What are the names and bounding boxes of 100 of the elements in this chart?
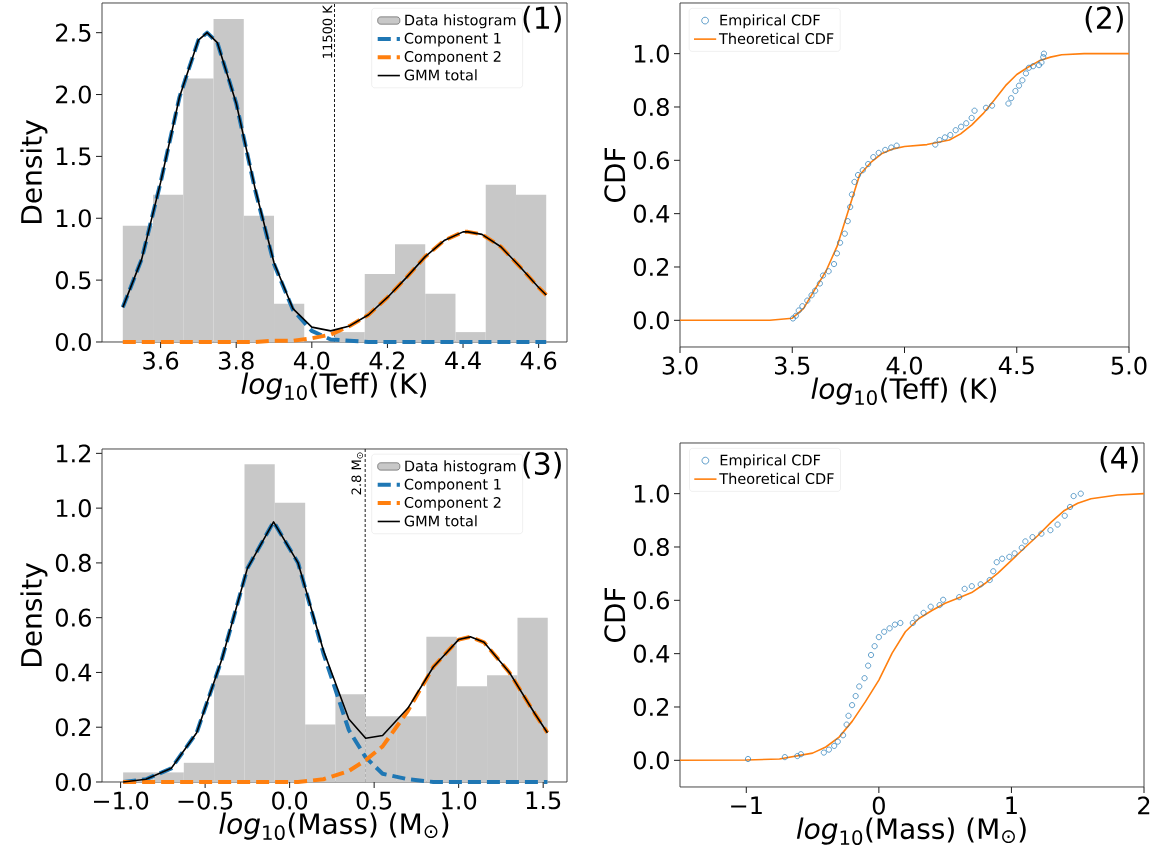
point <box>844 218 851 225</box>
point <box>886 625 893 632</box>
x-tick-label: −1.0 <box>94 791 149 810</box>
point <box>870 154 877 161</box>
line-series <box>679 52 1130 322</box>
point <box>781 754 788 761</box>
point <box>831 742 838 749</box>
point <box>932 141 939 148</box>
point <box>1012 88 1019 94</box>
point <box>1016 82 1022 89</box>
point <box>1030 63 1037 70</box>
x-tick-label: 1 <box>1006 796 1017 815</box>
point <box>808 292 815 299</box>
point <box>941 134 948 141</box>
point <box>989 102 996 109</box>
x-tick-label: 4.4 <box>445 351 481 370</box>
y-axis-title: CDF <box>604 588 626 643</box>
point <box>940 596 947 603</box>
y-tick-label: 0.6 <box>633 151 669 170</box>
point <box>983 104 989 111</box>
y-tick-label: 0.2 <box>633 257 669 277</box>
point <box>963 120 970 127</box>
point <box>794 753 801 759</box>
point <box>804 297 811 304</box>
point <box>868 652 874 658</box>
legend-label: Theoretical CDF <box>718 32 834 45</box>
point <box>1022 538 1029 545</box>
x-tick-label: 4.6 <box>520 351 557 370</box>
y-tick-label: 0.6 <box>633 591 669 610</box>
point <box>909 620 916 626</box>
x-tick-label: 4.0 <box>886 356 922 375</box>
point <box>1061 512 1068 519</box>
point <box>1029 534 1036 541</box>
point <box>1038 59 1045 66</box>
point <box>993 559 1000 566</box>
x-tick-label: 3.6 <box>143 351 179 370</box>
x-tick-label: 3.8 <box>218 351 254 370</box>
point <box>792 312 799 319</box>
point <box>820 272 826 279</box>
point <box>893 142 900 149</box>
line-series <box>679 492 1145 762</box>
point <box>952 127 959 134</box>
legend-label: Empirical CDF <box>720 454 821 469</box>
point <box>936 137 943 143</box>
point <box>999 555 1006 562</box>
ref-line-label: 2.8 M$_{⊙}$ <box>351 452 363 495</box>
y-tick-label: 0.2 <box>55 718 91 737</box>
point <box>1070 493 1077 499</box>
point <box>1036 62 1042 69</box>
x-tick-label: 3.5 <box>775 356 810 375</box>
legend-label: Component 1 <box>404 478 501 493</box>
y-tick-label: 1.0 <box>634 44 669 63</box>
x-tick-label: −0.5 <box>178 791 233 810</box>
x-axis-title: log$_{10}$(Teff) (K) <box>241 372 427 401</box>
annotation: (2) <box>1085 5 1123 33</box>
legend-label: Theoretical CDF <box>719 472 834 485</box>
point <box>888 144 895 151</box>
y-tick-label: 1.0 <box>634 484 669 503</box>
point <box>1040 50 1047 57</box>
point <box>820 749 827 756</box>
y-tick-label: 0.2 <box>633 697 669 717</box>
point <box>1077 490 1084 497</box>
legend-label: Component 1 <box>404 32 501 47</box>
point <box>1011 550 1018 557</box>
point <box>843 721 850 728</box>
y-tick-label: 2.0 <box>56 85 91 104</box>
point <box>816 280 823 287</box>
point <box>795 307 802 314</box>
point <box>1040 54 1047 61</box>
point <box>947 132 954 138</box>
x-tick-label: 0 <box>872 796 885 815</box>
point <box>875 149 882 156</box>
x-axis-title: log$_{10}$(Teff) (K) <box>811 377 997 406</box>
point <box>789 315 796 322</box>
y-tick-label: 1.5 <box>56 147 91 166</box>
y-tick-label: 0.0 <box>55 772 91 792</box>
point <box>882 146 889 153</box>
point <box>871 643 878 650</box>
point <box>913 614 920 621</box>
y-tick-label: 0.4 <box>55 663 92 682</box>
point <box>799 303 806 310</box>
legend-label: Data histogram <box>405 14 516 29</box>
point <box>1018 544 1025 551</box>
annotation: (1) <box>523 5 561 33</box>
legend-label: GMM total <box>404 69 477 81</box>
annotation: (3) <box>523 451 561 479</box>
point <box>840 732 847 739</box>
point <box>856 683 863 690</box>
point <box>745 756 751 762</box>
y-axis-title: Density <box>20 120 48 223</box>
point <box>865 161 872 167</box>
point <box>1008 95 1015 102</box>
point <box>834 738 841 745</box>
point <box>971 107 978 114</box>
point <box>1047 527 1054 534</box>
y-tick-label: 0.0 <box>633 751 669 770</box>
point <box>968 114 975 121</box>
point <box>849 191 855 198</box>
legend-label: Data histogram <box>405 460 516 475</box>
point <box>990 568 997 575</box>
